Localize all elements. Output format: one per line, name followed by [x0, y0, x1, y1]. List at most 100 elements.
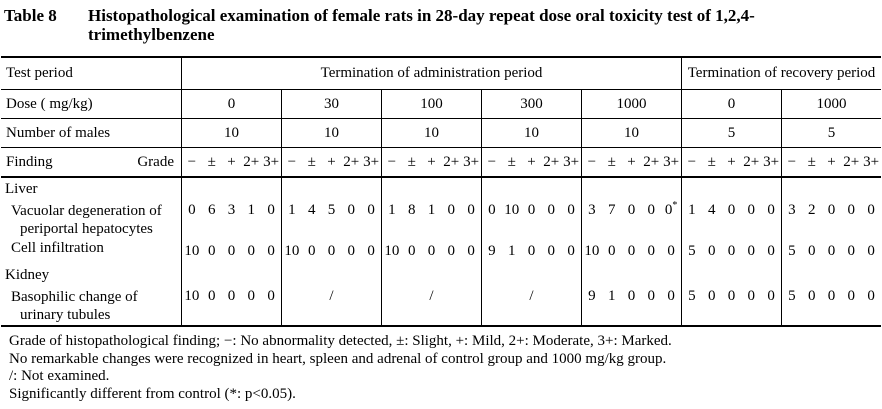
grade-symbol: −	[387, 153, 397, 170]
empty-cell	[481, 178, 581, 200]
grade-symbol: +	[427, 153, 436, 170]
grade-count-value: 9	[488, 243, 496, 259]
grade-count-value: 0	[267, 202, 275, 218]
dose-value: 100	[381, 90, 481, 118]
dose-value: 0	[681, 90, 781, 118]
grade-count-value: 3	[227, 202, 236, 218]
grade-symbol: −	[187, 153, 197, 170]
grade-count-value: 0	[567, 202, 575, 218]
table-caption-line: trimethylbenzene	[88, 25, 215, 44]
grade-count-value: 0*	[664, 200, 678, 219]
grade-count-value: 1	[507, 243, 516, 259]
grade-symbol: 2+	[343, 153, 360, 170]
grade-symbol: −	[587, 153, 597, 170]
organ-section-row: Kidney	[1, 264, 881, 286]
grade-count-value: 0	[807, 288, 816, 304]
grade-count-value: 0	[347, 243, 356, 259]
footnotes: Grade of histopathological finding; −: N…	[9, 333, 672, 403]
grade-count-value: 0	[367, 202, 375, 218]
grade-symbol: 3+	[363, 153, 380, 170]
finding-row: Vacuolar degeneration of periportal hepat…	[1, 200, 881, 239]
not-examined-cell: /	[281, 286, 381, 325]
grade-count-value: 0	[188, 202, 196, 218]
organ-section-label: Kidney	[5, 266, 50, 283]
not-examined-cell: /	[381, 286, 481, 325]
table-number: Table 8	[4, 6, 57, 25]
grade-count-value: 10	[184, 288, 200, 304]
grade-symbol: ±	[207, 153, 216, 170]
number-of-males-value: 5	[681, 119, 781, 147]
grade-count-value: 0	[767, 288, 775, 304]
grade-symbol: +	[327, 153, 336, 170]
histopathology-table: Test period Termination of administration…	[1, 56, 881, 327]
grade-count-value: 0	[447, 202, 456, 218]
header-row-grade: Finding Grade − ± +2+ 3+ − ± +2+ 3+ − ± +2+ 3+ − ± +2+ 3+…	[1, 148, 881, 178]
dose-value: 0	[181, 90, 281, 118]
empty-cell	[481, 264, 581, 286]
grade-count-value: 0	[847, 288, 856, 304]
not-examined-cell: /	[481, 286, 581, 325]
grade-count-value: 0	[527, 243, 536, 259]
grade-symbol: +	[627, 153, 636, 170]
grade-count-value: 1	[288, 202, 296, 218]
grade-count-value: 9	[588, 288, 596, 304]
grade-count-value: 0	[627, 243, 636, 259]
grade-count-value: 0	[827, 288, 836, 304]
grade-count-value: 0	[207, 288, 216, 304]
grade-count-value: 0	[267, 288, 275, 304]
grade-count-value: 10	[584, 243, 600, 259]
admin-period-header: Termination of administration period	[181, 58, 681, 89]
grade-symbol: −	[487, 153, 497, 170]
grade-count-value: 0	[807, 243, 816, 259]
empty-cell	[281, 264, 381, 286]
grade-count-value: 1	[688, 202, 696, 218]
grade-count-value: 0	[747, 243, 756, 259]
grade-count-cell: 3 7 0 0 0*	[581, 200, 681, 239]
grade-count-value: 0	[347, 202, 356, 218]
grade-symbol: ±	[307, 153, 316, 170]
grade-count-value: 0	[467, 202, 475, 218]
grade-count-value: 1	[607, 288, 616, 304]
grade-count-value: 1	[388, 202, 396, 218]
grade-symbol: 3+	[763, 153, 780, 170]
number-of-males-label: Number of males	[6, 124, 111, 141]
number-of-males-value: 10	[481, 119, 581, 147]
table-caption: Histopathological examination of female …	[88, 6, 755, 44]
grade-count-value: 0	[567, 243, 575, 259]
number-of-males-value: 10	[181, 119, 281, 147]
grade-count-value: 0	[767, 202, 775, 218]
grade-count-value: 0	[547, 202, 556, 218]
grade-count-value: 0	[547, 243, 556, 259]
grade-count-value: 2	[807, 202, 816, 218]
grade-count-value: 0	[467, 243, 475, 259]
grade-count-value: 0	[327, 243, 336, 259]
grade-count-value: 0	[727, 202, 736, 218]
grade-count-value: 0	[427, 243, 436, 259]
footnote: Significantly different from control (*:…	[9, 385, 296, 402]
grade-count-value: 7	[607, 202, 616, 218]
grade-symbol: +	[227, 153, 236, 170]
grade-count-value: 8	[407, 202, 416, 218]
grade-count-value: 0	[267, 243, 275, 259]
grade-count-value: 0	[367, 243, 375, 259]
finding-name: Basophilic change of urinary tubules	[1, 286, 181, 325]
organ-section-label: Liver	[5, 180, 38, 197]
finding-name-line: periportal hepatocytes	[20, 221, 153, 237]
finding-name-line: Vacuolar degeneration of	[11, 203, 162, 219]
grade-count-value: 0	[607, 243, 616, 259]
organ-section-row: Liver	[1, 178, 881, 200]
grade-symbols-cell: − ± +2+ 3+	[281, 148, 381, 176]
grade-count-value: 0	[667, 288, 675, 304]
grade-count-value: 0	[747, 202, 756, 218]
empty-cell	[781, 264, 881, 286]
grade-count-value: 0	[527, 202, 536, 218]
dose-value: 300	[481, 90, 581, 118]
grade-count-value: 0	[207, 243, 216, 259]
grade-symbol: ±	[807, 153, 816, 170]
grade-count-value: 0	[247, 243, 256, 259]
